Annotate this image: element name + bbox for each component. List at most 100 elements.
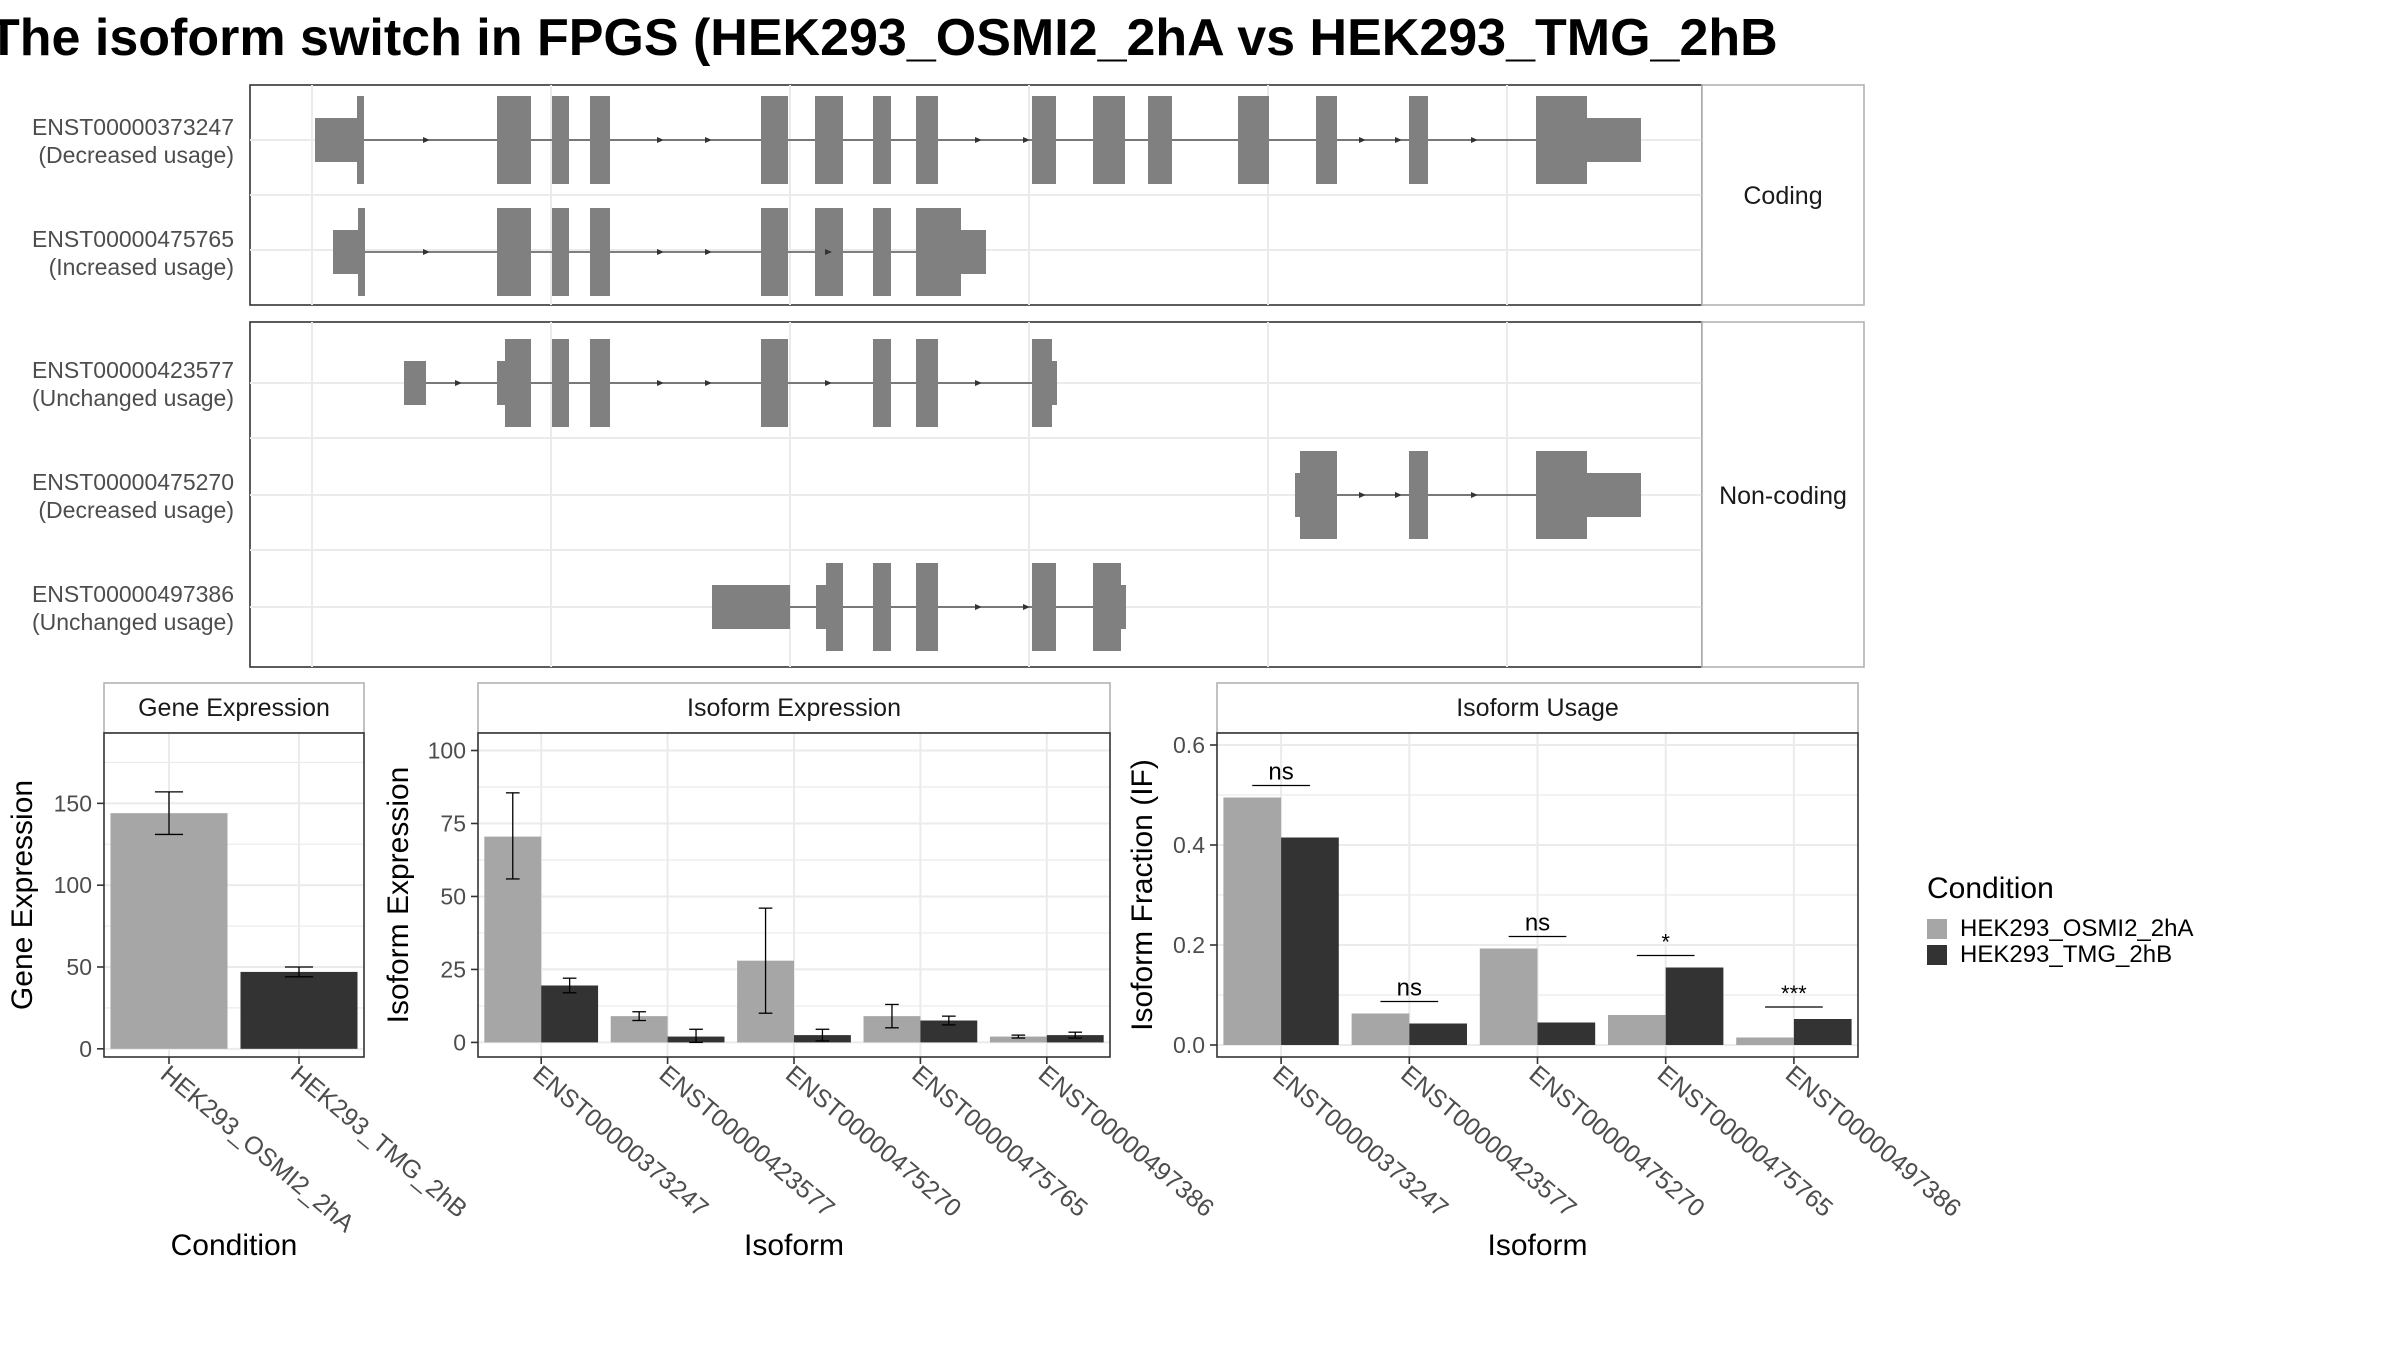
utr-block (961, 230, 986, 274)
panel-strip (103, 682, 365, 734)
exon-block (815, 96, 843, 184)
utr-block (1121, 585, 1126, 629)
bar (1479, 948, 1538, 1045)
exon-block (497, 208, 531, 296)
y-tick-label: 0.2 (1173, 932, 1205, 958)
structure-panel-coding: Coding (249, 84, 1865, 306)
exon-block (873, 208, 891, 296)
utr-block (404, 361, 426, 405)
intron-arrow-mark (657, 249, 664, 255)
figure-title: The isoform switch in FPGS (HEK293_OSMI2… (0, 9, 1778, 67)
strip-label: Coding (1743, 182, 1822, 210)
utr-block (333, 230, 358, 274)
intron-arrow-mark (423, 137, 430, 143)
intron-arrow-mark (657, 380, 664, 386)
intron-arrow-mark (1471, 492, 1478, 498)
y-tick-label: 0 (453, 1029, 466, 1055)
exon-block (916, 208, 961, 296)
isoform-usage-label: (Decreased usage) (38, 497, 234, 523)
bar (1281, 837, 1339, 1045)
x-axis-title: Condition (171, 1229, 298, 1262)
isoform-id-label: ENST00000423577 (32, 357, 234, 383)
exon-block (761, 208, 788, 296)
bar (989, 1036, 1047, 1043)
exon-block (1032, 563, 1056, 651)
transcript-ENST00000497386 (712, 563, 1126, 651)
exon-block (1032, 339, 1052, 427)
x-axis-title: Isoform (744, 1229, 844, 1262)
exon-block (505, 339, 531, 427)
panel-title: Isoform Expression (687, 694, 901, 722)
isoform-labels: ENST00000373247 (Decreased usage) ENST00… (32, 114, 234, 635)
exon-block (1536, 451, 1587, 539)
legend: Condition HEK293_OSMI2_2hA HEK293_TMG_2h… (1927, 872, 2193, 968)
bar (1537, 1022, 1596, 1045)
bar (1608, 1015, 1666, 1045)
exon-block (916, 96, 938, 184)
exon-block (1409, 451, 1428, 539)
significance-label: * (1661, 930, 1670, 955)
y-tick-label: 100 (428, 738, 466, 764)
exon-block (1409, 96, 1428, 184)
exon-block (916, 563, 938, 651)
intron-arrow-mark (975, 380, 982, 386)
bar (1793, 1019, 1852, 1045)
bar (920, 1020, 978, 1043)
strip-background (1701, 84, 1865, 306)
bar (1665, 967, 1724, 1045)
utr-block (497, 361, 505, 405)
strip-background (1701, 321, 1865, 668)
utr-block (712, 585, 790, 629)
legend-label: HEK293_TMG_2hB (1960, 941, 2172, 968)
intron-arrow-mark (1023, 137, 1030, 143)
intron-arrow-mark (705, 380, 712, 386)
significance-label: ns (1397, 975, 1422, 1002)
exon-block (761, 96, 788, 184)
intron-arrow-mark (423, 249, 430, 255)
transcript-ENST00000475270 (1295, 451, 1641, 539)
exon-block (873, 96, 891, 184)
y-tick-label: 0.4 (1173, 832, 1205, 858)
intron-arrow-mark (975, 137, 982, 143)
utr-block (1587, 118, 1641, 162)
exon-block (1316, 96, 1337, 184)
exon-block (552, 208, 569, 296)
strip-label: Non-coding (1719, 482, 1847, 510)
y-tick-label: 25 (440, 956, 466, 982)
exon-block (873, 563, 891, 651)
exon-block (590, 96, 610, 184)
y-tick-label: 150 (54, 790, 92, 816)
exon-block (357, 96, 364, 184)
intron-arrow-mark (1395, 137, 1402, 143)
legend-label: HEK293_OSMI2_2hA (1960, 915, 2193, 942)
exon-block (497, 96, 531, 184)
isoform-usage-label: (Unchanged usage) (32, 385, 234, 411)
bar (1223, 797, 1282, 1045)
isoform-id-label: ENST00000373247 (32, 114, 234, 140)
intron-arrow-mark (1359, 492, 1366, 498)
exon-block (1093, 96, 1125, 184)
utr-block (315, 118, 362, 162)
intron-arrow-mark (825, 249, 832, 255)
intron-arrow-mark (975, 604, 982, 610)
exon-block (590, 208, 610, 296)
bar (240, 971, 358, 1049)
panel-title: Gene Expression (138, 694, 330, 722)
isoform-expression-panel: Isoform Expression0255075100ENST00000373… (382, 682, 1219, 1262)
x-axis-title: Isoform (1487, 1229, 1587, 1262)
y-tick-label: 50 (440, 883, 466, 909)
intron-arrow-mark (705, 249, 712, 255)
transcript-ENST00000475765 (333, 208, 986, 296)
legend-swatch-condition-a (1927, 919, 1947, 939)
y-tick-label: 0.6 (1173, 732, 1205, 758)
y-tick-label: 50 (66, 954, 92, 980)
panel-strip (1216, 682, 1859, 734)
intron-arrow-mark (1023, 604, 1030, 610)
intron-arrow-mark (825, 380, 832, 386)
legend-title: Condition (1927, 872, 2054, 905)
bar (1351, 1013, 1410, 1045)
intron-arrow-mark (1359, 137, 1366, 143)
exon-block (590, 339, 610, 427)
y-axis-title: Isoform Fraction (IF) (1126, 759, 1159, 1031)
